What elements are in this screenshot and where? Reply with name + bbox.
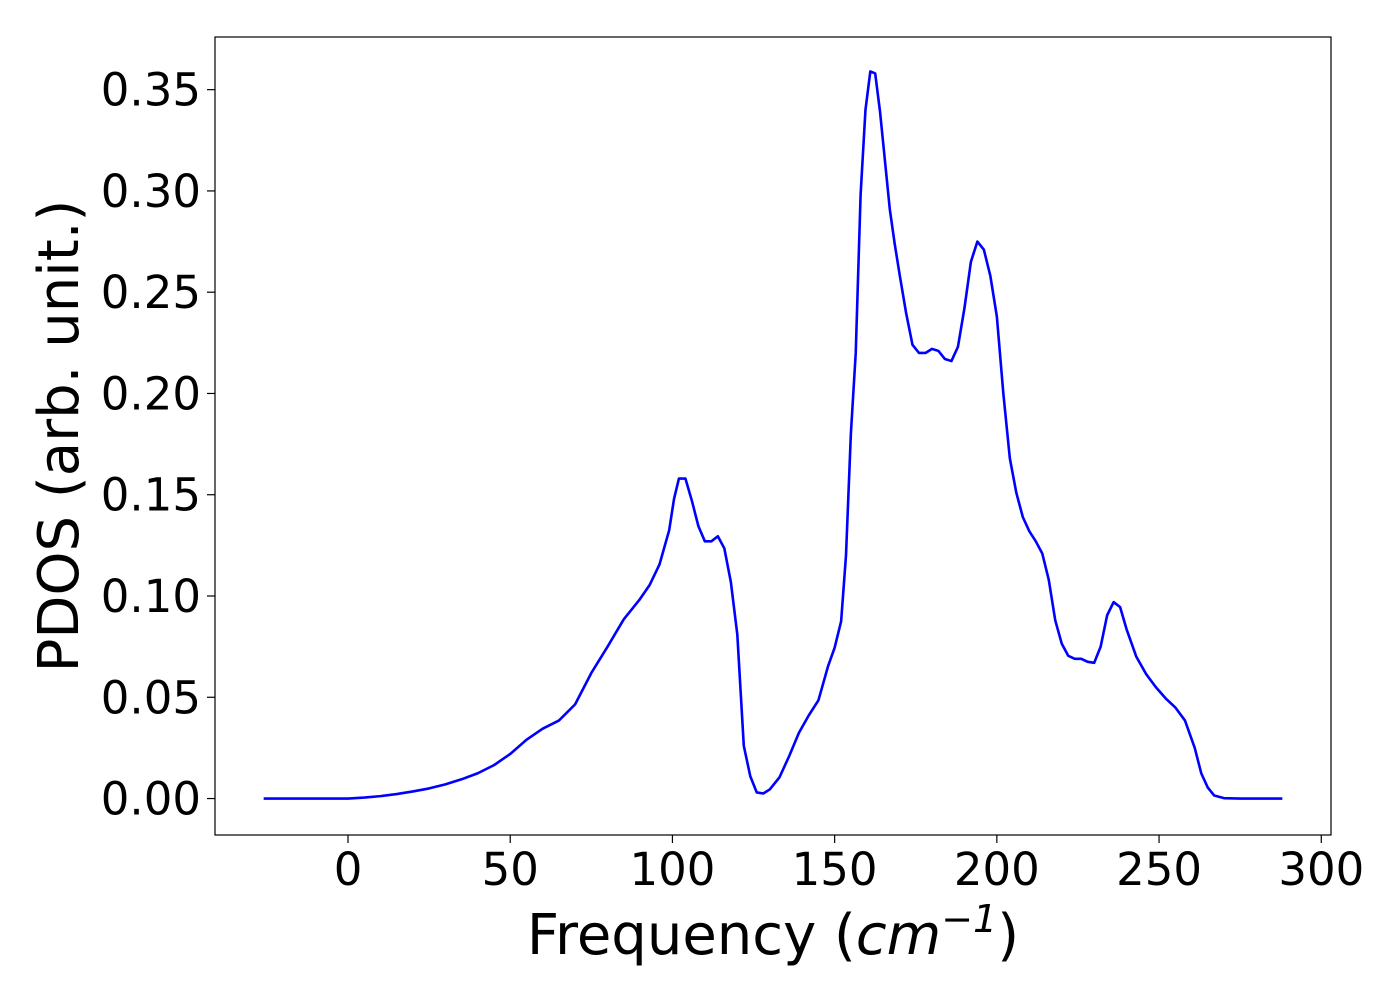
x-tick-label: 300: [1278, 843, 1364, 896]
x-tick-label: 50: [482, 843, 539, 896]
y-tick-label: 0.15: [101, 469, 201, 522]
plot-area-frame: [214, 36, 1332, 836]
y-tick-label: 0.30: [101, 165, 201, 218]
x-axis-ticks: 0 50 100 150 200 250 300: [334, 835, 1364, 896]
y-tick-label: 0.00: [101, 773, 201, 826]
x-tick-label: 250: [1116, 843, 1202, 896]
x-tick-label: 100: [629, 843, 715, 896]
x-axis-label: Frequency (cm−1): [527, 897, 1019, 968]
y-tick-label: 0.10: [101, 570, 201, 623]
y-tick-label: 0.35: [101, 64, 201, 117]
y-tick-label: 0.05: [101, 671, 201, 724]
series-layer: [263, 70, 1283, 800]
y-axis-label: PDOS (arb. unit.): [27, 200, 92, 673]
y-tick-label: 0.25: [101, 266, 201, 319]
y-tick-label: 0.20: [101, 367, 201, 420]
x-tick-label: 150: [792, 843, 878, 896]
y-axis-ticks: 0.00 0.05 0.10 0.15 0.20 0.25 0.30 0.35: [101, 64, 215, 826]
x-tick-label: 0: [334, 843, 363, 896]
pdos-series-line: [263, 70, 1283, 800]
x-tick-label: 200: [954, 843, 1040, 896]
